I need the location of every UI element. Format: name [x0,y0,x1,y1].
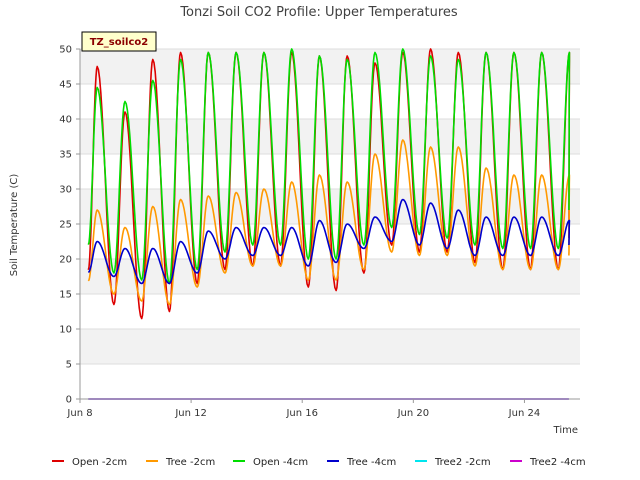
x-tick-label: Jun 12 [174,408,207,419]
y-tick-label: 50 [59,45,72,56]
legend: Open -2cm Tree -2cm Open -4cm Tree -4cm Tree… [52,457,586,468]
y-tick-label: 10 [59,325,72,336]
grid-band [80,49,580,84]
dataset-tag-label: TZ_soilco2 [90,37,149,48]
series-line-tree-4cm [87,198,571,285]
legend-label: Tree2 -2cm [434,457,491,468]
dataset-tag: TZ_soilco2 [81,31,157,52]
legend-label: Tree2 -4cm [529,457,586,468]
legend-label: Tree -2cm [165,457,215,468]
grid-bands [80,49,580,364]
legend-item: Tree -2cm [146,457,215,468]
y-tick-label: 25 [59,220,72,231]
grid-band [80,329,580,364]
legend-item: Open -4cm [233,457,308,468]
y-axis-ticks: 0 5 10 15 20 25 30 35 40 45 50 [59,45,80,406]
y-tick-label: 45 [59,80,72,91]
y-tick-label: 20 [59,255,72,266]
series-line-tree-2cm [87,139,571,306]
y-tick-label: 15 [59,290,72,301]
y-tick-label: 35 [59,150,72,161]
legend-label: Tree -4cm [346,457,396,468]
y-axis-title: Soil Temperature (C) [9,174,20,277]
legend-item: Tree -4cm [327,457,396,468]
dataset-tag-box [81,31,157,52]
legend-item: Tree2 -4cm [510,457,586,468]
x-axis-ticks: Jun 8 Jun 12 Jun 16 Jun 20 Jun 24 [66,399,540,419]
chart-title: Tonzi Soil CO2 Profile: Upper Temperatur… [179,5,458,20]
legend-label: Open -4cm [253,457,308,468]
x-tick-label: Jun 16 [285,408,318,419]
y-tick-label: 30 [59,185,72,196]
legend-item: Tree2 -2cm [415,457,491,468]
y-tick-label: 5 [66,360,72,371]
y-tick-label: 40 [59,115,72,126]
x-tick-label: Jun 8 [66,408,92,419]
legend-label: Open -2cm [72,457,127,468]
x-tick-label: Jun 20 [397,408,430,419]
legend-item: Open -2cm [52,457,127,468]
x-tick-label: Jun 24 [508,408,541,419]
y-tick-label: 0 [66,395,72,406]
x-axis-title: Time [553,425,578,436]
grid-band [80,119,580,154]
